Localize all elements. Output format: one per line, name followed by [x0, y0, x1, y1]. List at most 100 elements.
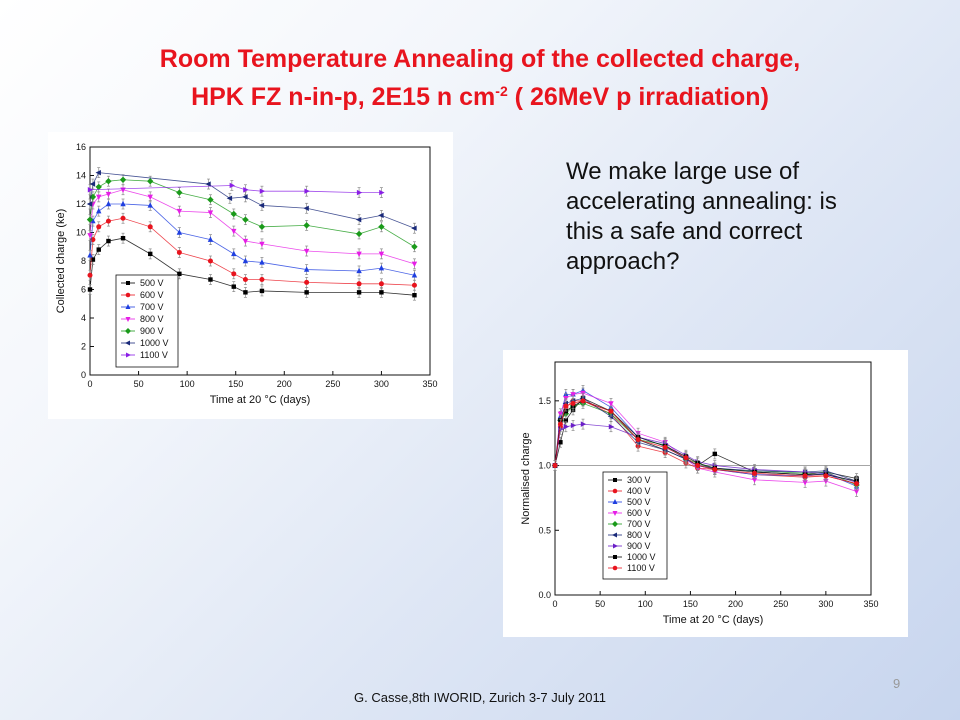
normalised-series [552, 395, 860, 490]
charge-data-point [242, 277, 248, 283]
normalised-data-point [557, 411, 564, 417]
normalised-legend-label: 1100 V [627, 563, 655, 573]
charge-y-tick-label: 14 [76, 171, 86, 181]
charge-x-tick-label: 350 [422, 379, 437, 389]
normalised-series [552, 418, 860, 488]
charge-data-point [105, 191, 112, 198]
charge-data-point [356, 189, 363, 196]
normalised-x-tick-label: 50 [595, 599, 605, 609]
normalised-legend-marker [612, 511, 618, 516]
normalised-y-tick-label: 1.0 [538, 461, 551, 471]
normalised-data-point [854, 481, 860, 487]
charge-data-point [95, 183, 102, 191]
normalised-legend-label: 700 V [627, 519, 651, 529]
charge-x-axis-label: Time at 20 °C (days) [210, 394, 311, 406]
title-line-2-tail: ( 26MeV p irradiation) [507, 83, 769, 111]
charge-data-point [411, 272, 418, 278]
charge-y-tick-label: 0 [81, 370, 86, 380]
page-number: 9 [893, 676, 901, 691]
title-line-2: HPK FZ n-in-p, 2E15 n cm-2 ( 26MeV p irr… [60, 78, 900, 116]
charge-data-point [259, 288, 265, 294]
charge-data-point [242, 194, 248, 200]
charge-series [86, 167, 417, 234]
normalised-data-point [608, 401, 614, 407]
charge-y-tick-label: 8 [81, 256, 86, 266]
charge-series-line [89, 185, 382, 193]
normalised-legend-marker [612, 532, 617, 538]
charge-data-point [356, 290, 362, 295]
normalised-data-point [552, 463, 558, 469]
charge-y-tick-label: 12 [76, 199, 86, 209]
charge-y-tick-label: 4 [81, 313, 86, 323]
normalised-x-tick-label: 200 [728, 599, 743, 609]
charge-legend-box [115, 274, 179, 368]
charge-data-point [231, 250, 237, 257]
charge-series-line [89, 179, 415, 248]
charge-legend-label: 500 V [140, 278, 164, 288]
charge-data-point [303, 205, 309, 211]
charge-series [86, 174, 418, 253]
normalised-data-point [662, 444, 668, 450]
normalised-data-point [695, 463, 701, 469]
normalised-legend-label: 1000 V [627, 552, 656, 562]
normalised-data-point [802, 473, 808, 479]
charge-data-point [231, 271, 237, 277]
normalised-data-point [570, 422, 577, 429]
charge-data-point [147, 178, 154, 185]
charge-data-point [147, 194, 153, 201]
charge-series [87, 232, 417, 301]
charge-legend-marker [126, 281, 130, 285]
normalised-plot-frame [554, 361, 872, 596]
charge-data-point [207, 258, 213, 264]
charge-series [87, 198, 418, 281]
charge-data-point [229, 182, 236, 189]
charge-data-point [411, 282, 417, 288]
normalised-legend-label: 400 V [627, 486, 651, 496]
charge-data-point [379, 189, 385, 196]
charge-data-point [96, 194, 102, 201]
charge-x-tick-label: 300 [374, 379, 389, 389]
charge-x-tick-label: 250 [325, 379, 340, 389]
charge-data-point [177, 271, 182, 277]
charge-legend-label: 1100 V [140, 350, 168, 360]
normalised-x-tick-label: 300 [818, 599, 833, 609]
charge-y-tick-label: 10 [76, 228, 86, 238]
charge-data-point [96, 247, 101, 252]
normalised-legend-marker [612, 521, 618, 527]
charge-series [87, 180, 385, 198]
normalised-data-point [580, 398, 586, 404]
charge-data-point [378, 251, 385, 258]
charge-series [87, 212, 417, 291]
charge-data-point [379, 290, 384, 295]
charge-series-line [89, 189, 415, 265]
charge-data-point [355, 216, 362, 223]
charge-data-point [176, 229, 183, 235]
charge-data-point [259, 188, 266, 194]
title-line-2-superscript: -2 [495, 83, 508, 99]
normalised-legend-marker [613, 478, 617, 482]
normalised-data-point [853, 489, 860, 495]
charge-legend-label: 900 V [140, 326, 164, 336]
charge-data-point [378, 281, 384, 287]
normalised-data-point [557, 421, 563, 427]
title-line-1: Room Temperature Annealing of the collec… [159, 45, 801, 73]
charge-data-point [411, 225, 417, 231]
normalised-data-point [563, 403, 569, 409]
charge-y-tick-label: 6 [81, 285, 86, 295]
normalised-y-tick-label: 0.0 [538, 590, 551, 600]
normalised-data-point [608, 408, 614, 414]
charge-legend-marker [125, 292, 131, 298]
charge-data-point [231, 228, 237, 235]
charge-data-point [96, 224, 102, 230]
charge-data-point [96, 207, 102, 214]
charge-data-point [106, 238, 111, 244]
charge-data-point [243, 290, 248, 295]
footer-citation: G. Casse,8th IWORID, Zurich 3-7 July 201… [354, 690, 606, 705]
charge-data-point [86, 216, 94, 223]
charge-x-tick-label: 200 [277, 379, 292, 389]
charge-data-point [304, 188, 310, 194]
charge-y-axis-label: Collected charge (ke) [55, 209, 67, 314]
normalised-x-tick-label: 0 [552, 599, 557, 609]
normalised-data-point [823, 473, 829, 479]
